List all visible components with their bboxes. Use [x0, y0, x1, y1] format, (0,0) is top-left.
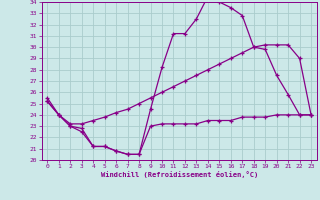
X-axis label: Windchill (Refroidissement éolien,°C): Windchill (Refroidissement éolien,°C) [100, 171, 258, 178]
